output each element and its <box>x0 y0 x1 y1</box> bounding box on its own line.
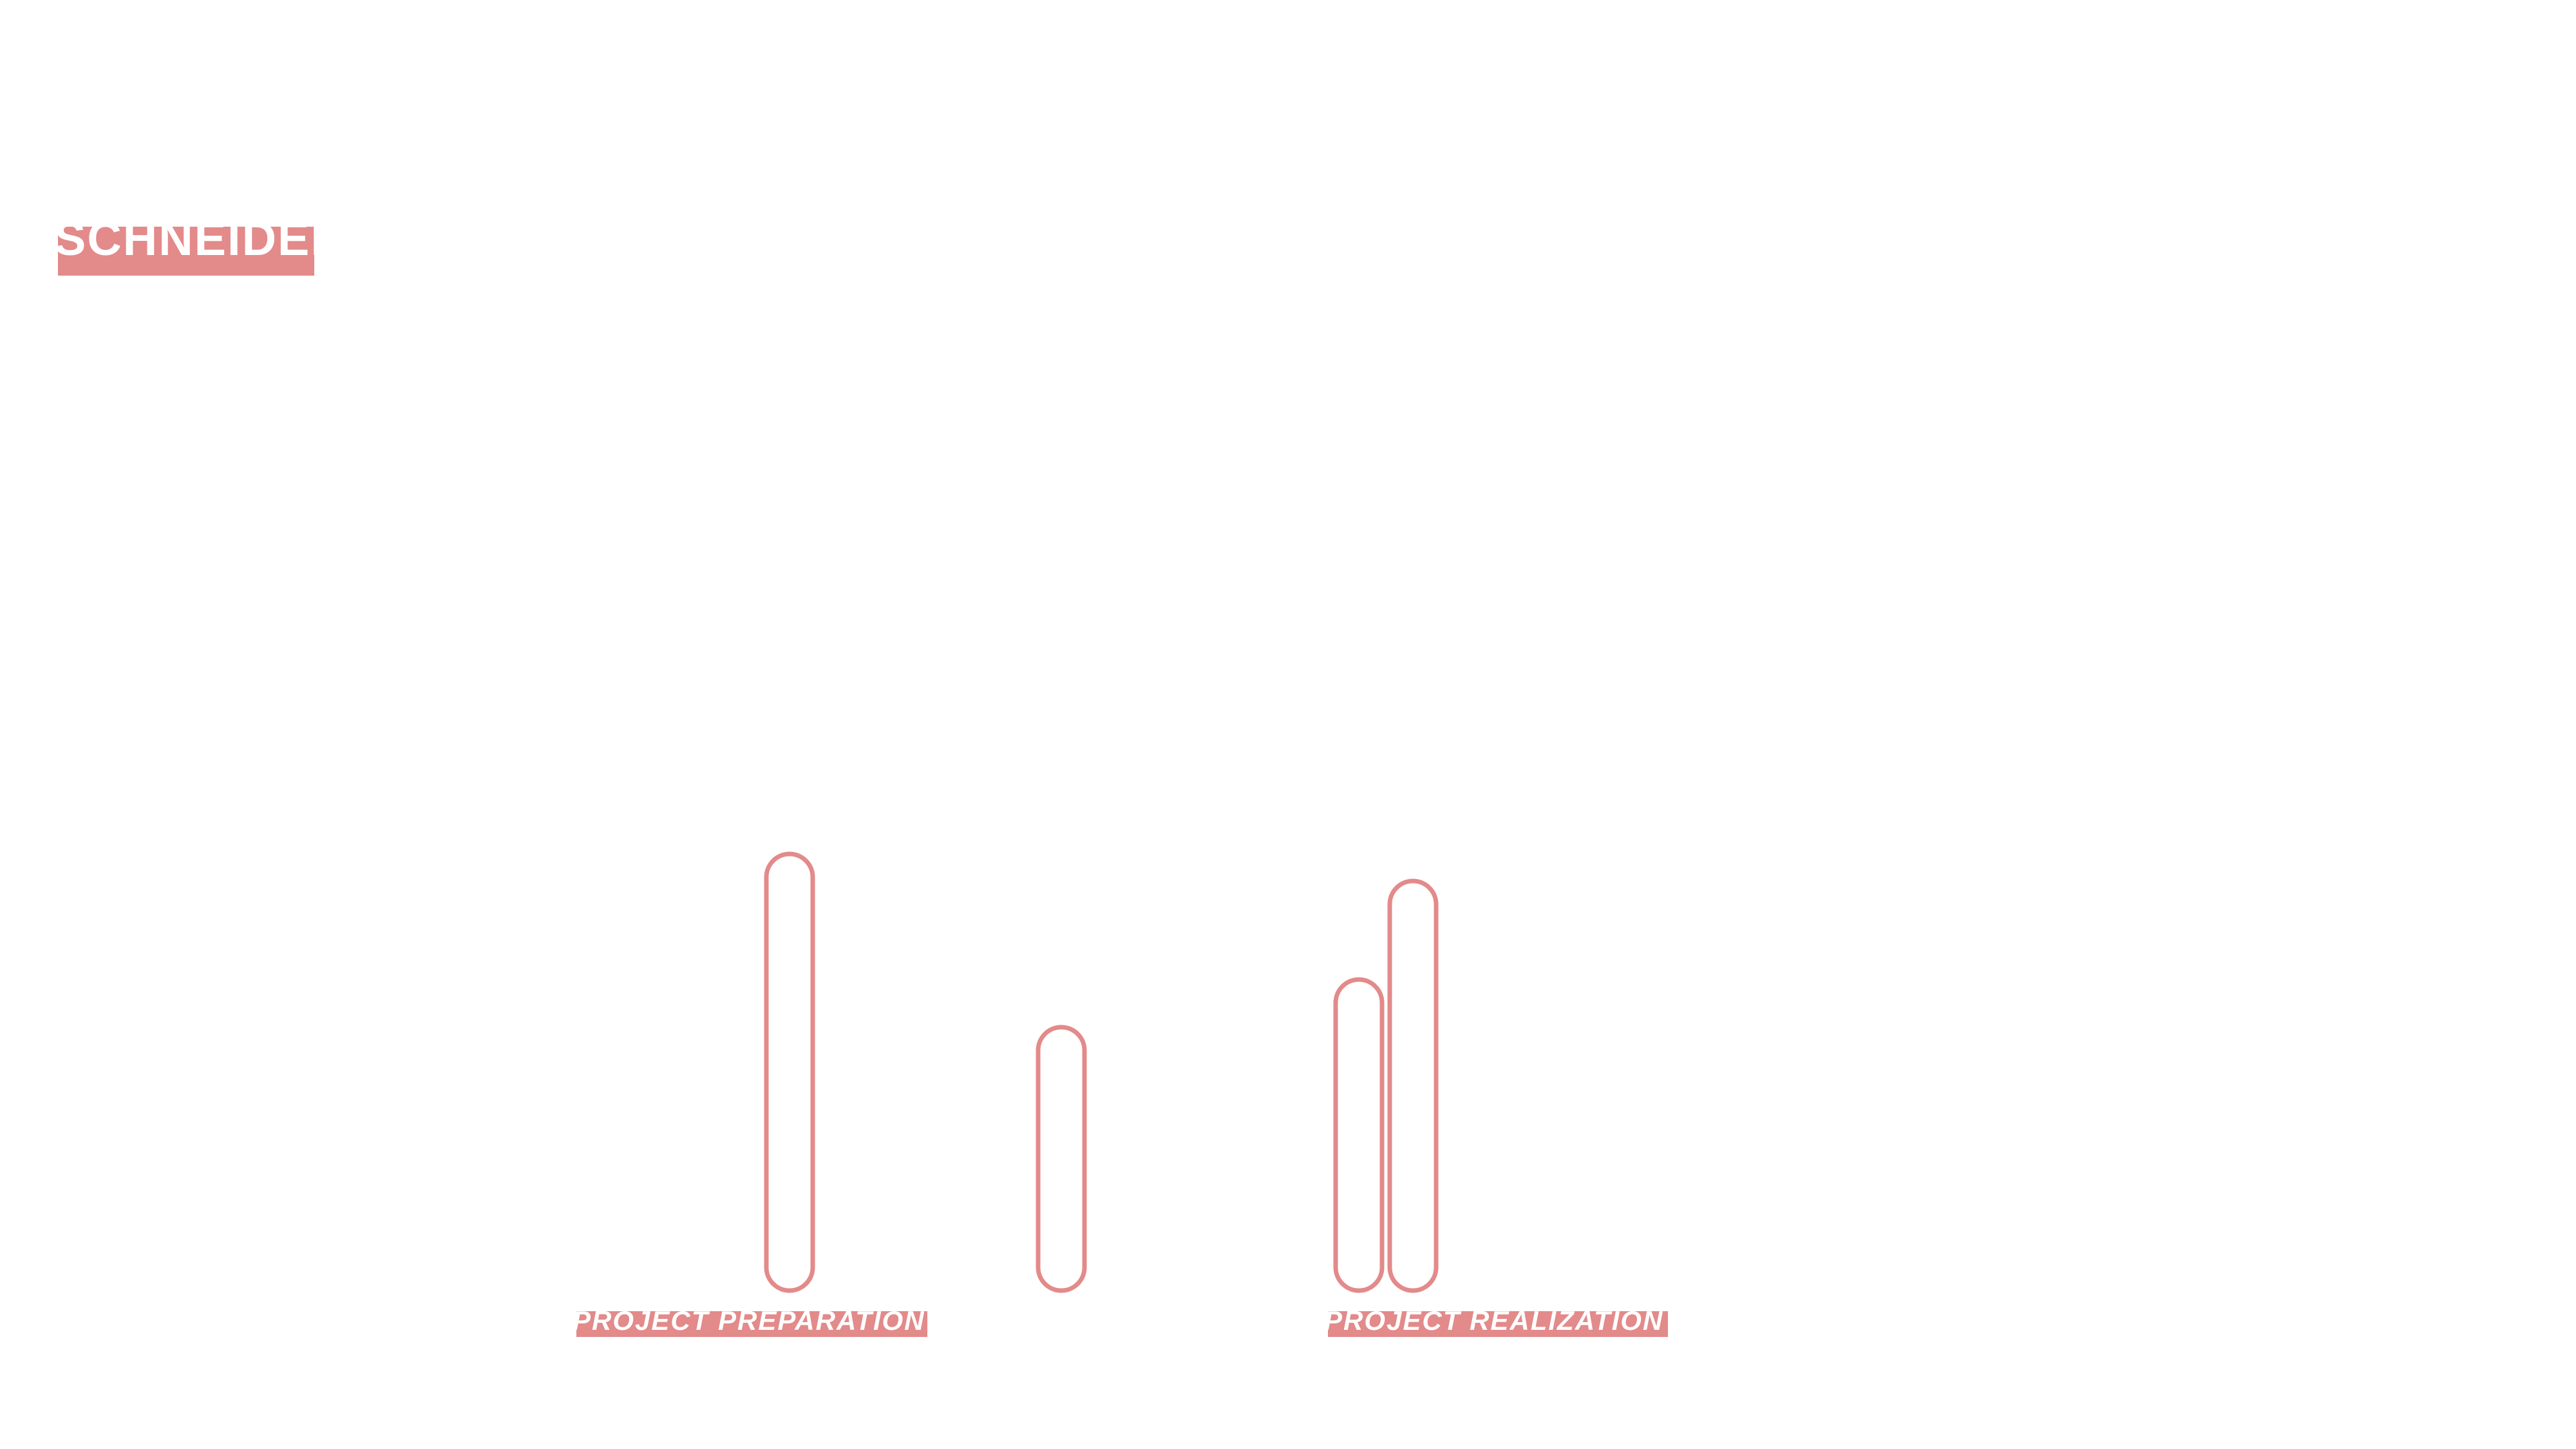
pill-bar-middle <box>1036 1025 1087 1293</box>
pill-bar-realization-tall <box>1387 878 1439 1293</box>
brand-logo: SCHNEIDER <box>58 227 314 276</box>
project-preparation-label: PROJECT PREPARATION <box>576 1311 927 1337</box>
pill-bar-realization-short <box>1333 977 1385 1293</box>
project-realization-text: PROJECT REALIZATION <box>1328 1311 1664 1336</box>
pill-bar-preparation <box>764 851 815 1293</box>
project-realization-label: PROJECT REALIZATION <box>1328 1311 1668 1337</box>
brand-name: SCHNEIDER <box>58 227 314 265</box>
project-preparation-text: PROJECT PREPARATION <box>576 1311 925 1336</box>
